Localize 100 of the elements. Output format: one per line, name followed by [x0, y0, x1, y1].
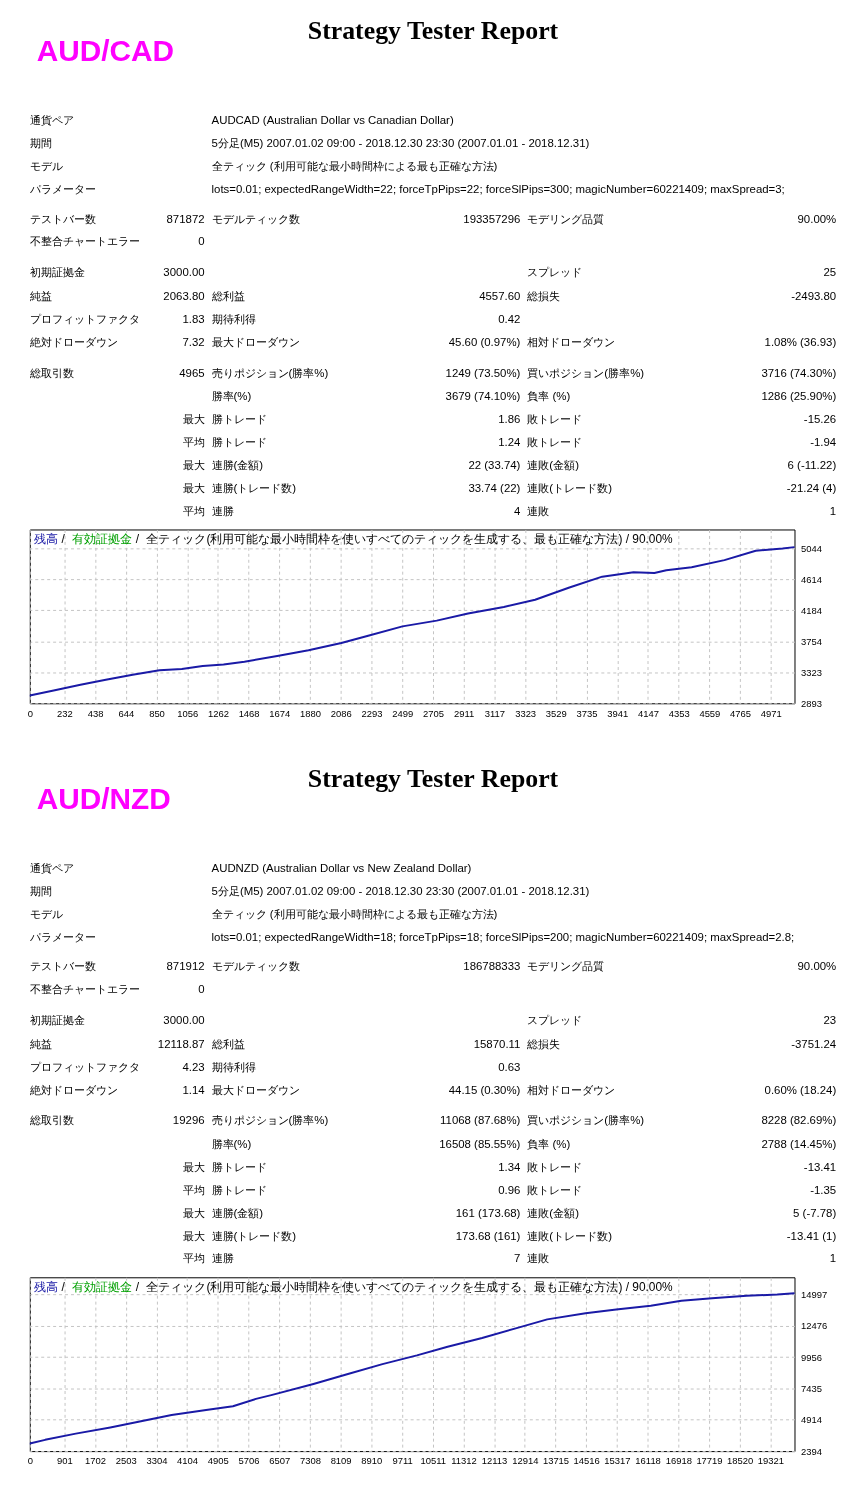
text: 不整合チャートエラー	[29, 983, 140, 996]
text: -21.24 (4)	[786, 481, 837, 494]
text: モデル	[29, 907, 63, 920]
text: 5 (-7.78)	[793, 1206, 837, 1219]
text: 負率 (%)	[527, 1138, 571, 1151]
text: 7	[514, 1252, 521, 1265]
text: 0.60% (18.24)	[764, 1083, 837, 1096]
text: 25	[823, 266, 837, 279]
text: 3679 (74.10%)	[445, 390, 521, 403]
text: 総取引数	[28, 366, 74, 379]
text: AUDNZD (Australian Dollar vs New Zealand Dollar)	[211, 862, 472, 875]
y-tick-label: 14997	[800, 1289, 828, 1301]
y-tick-label: 3323	[800, 666, 822, 678]
x-tick-label: 2705	[423, 707, 444, 719]
text: 1286 (25.90%)	[761, 390, 837, 403]
text: 絶対ドローダウン	[28, 1083, 118, 1096]
text: 敗トレード	[527, 1161, 583, 1174]
text: 871912	[166, 960, 205, 973]
text: 相対ドローダウン	[527, 335, 616, 348]
text: 1	[829, 1252, 837, 1265]
text: 全ティック (利用可能な最小時間枠による最も正確な方法)	[211, 159, 498, 172]
text: -1.35	[810, 1183, 837, 1196]
x-tick-label: 4765	[730, 707, 752, 719]
text: 連勝(トレード数)	[211, 481, 297, 494]
text: Strategy Tester Report	[307, 15, 559, 45]
x-tick-label: 12914	[512, 1455, 539, 1467]
text: 3000.00	[163, 1014, 205, 1027]
text: 5分足(M5) 2007.01.02 09:00 - 2018.12.30 23:30 (2007.01.01 - 2018.12.31)	[211, 884, 590, 897]
text: lots=0.01; expectedRangeWidth=22; forceTpPips=22; forceSlPips=300; magicNumber=60221409; maxSpread=3;	[211, 182, 785, 195]
text: 初期証拠金	[29, 1014, 85, 1027]
text: 不整合チャートエラー	[29, 235, 140, 248]
text: 敗トレード	[527, 413, 583, 426]
text: 連敗(金額)	[527, 1206, 580, 1219]
annotation: /	[135, 532, 140, 547]
x-tick-label: 8910	[361, 1455, 383, 1467]
x-tick-label: 1880	[300, 707, 322, 719]
y-tick-label: 5044	[800, 542, 822, 554]
text: 残高	[33, 532, 58, 547]
text: 敗トレード	[527, 436, 583, 449]
x-tick-label: 1262	[207, 707, 229, 719]
text: 総損失	[526, 290, 561, 303]
text: 最大	[182, 481, 205, 494]
text: 4	[514, 504, 522, 517]
text: 最大ドローダウン	[211, 1083, 300, 1096]
text: 2788 (14.45%)	[761, 1138, 837, 1151]
annotation: /	[135, 1280, 140, 1295]
text: 勝率(%)	[211, 1138, 252, 1151]
text: 90.00%	[797, 960, 837, 973]
x-tick-label: 14516	[573, 1455, 600, 1467]
text: 0	[198, 983, 205, 996]
text: 通貨ペア	[29, 862, 74, 875]
text: AUD/CAD	[36, 33, 175, 67]
text: スプレッド	[527, 266, 583, 279]
y-tick-label: 2394	[800, 1445, 822, 1457]
text: 勝トレード	[211, 413, 267, 426]
text: モデリング品質	[527, 960, 605, 973]
x-tick-label: 5706	[238, 1455, 260, 1467]
text: 純益	[29, 1037, 52, 1050]
text: 連勝(金額)	[211, 458, 264, 471]
text: 総損失	[526, 1037, 561, 1050]
text: 3716 (74.30%)	[761, 366, 837, 379]
text: -13.41 (1)	[786, 1229, 837, 1242]
text: 連敗	[527, 1252, 550, 1265]
text: 勝トレード	[211, 1183, 267, 1196]
text: 871872	[166, 212, 205, 225]
text: 4557.60	[479, 290, 521, 303]
text: 33.74 (22)	[468, 481, 521, 494]
y-tick-label: 4914	[800, 1414, 822, 1426]
text: 最大	[182, 413, 205, 426]
annotation: /	[61, 532, 66, 547]
text: 売りポジション(勝率%)	[211, 366, 329, 379]
text: 15870.11	[473, 1037, 521, 1050]
legend-label: 有効証拠金	[72, 1280, 133, 1295]
text: 全ティック (利用可能な最小時間枠による最も正確な方法)	[211, 907, 498, 920]
text: 平均	[182, 436, 205, 449]
text: -13.41	[803, 1161, 837, 1174]
x-tick-label: 2086	[330, 707, 352, 719]
text: 平均	[182, 1183, 205, 1196]
x-tick-label: 8109	[330, 1455, 352, 1467]
x-tick-label: 2293	[361, 707, 383, 719]
text: 0	[198, 235, 205, 248]
y-tick-label: 7435	[800, 1382, 822, 1394]
text: lots=0.01; expectedRangeWidth=18; forceTpPips=18; forceSlPips=200; magicNumber=60221409; maxSpread=2.8;	[211, 930, 795, 943]
text: テストバー数	[29, 212, 96, 225]
text: プロフィットファクタ	[29, 312, 140, 325]
text: 売りポジション(勝率%)	[211, 1114, 329, 1127]
text: モデルティック数	[211, 212, 300, 225]
text: 最大	[182, 1161, 205, 1174]
x-tick-label: 3304	[146, 1455, 168, 1467]
x-tick-label: 12113	[481, 1455, 508, 1467]
x-tick-label: 2499	[392, 707, 414, 719]
x-tick-label: 7308	[299, 1455, 321, 1467]
text: -15.26	[803, 413, 837, 426]
y-tick-label: 4184	[800, 604, 822, 616]
text: モデル	[29, 159, 63, 172]
text: モデルティック数	[211, 960, 300, 973]
x-tick-label: 1468	[238, 707, 260, 719]
x-tick-label: 901	[56, 1455, 73, 1467]
text: 1.08% (36.93)	[764, 335, 837, 348]
text: 絶対ドローダウン	[28, 335, 118, 348]
